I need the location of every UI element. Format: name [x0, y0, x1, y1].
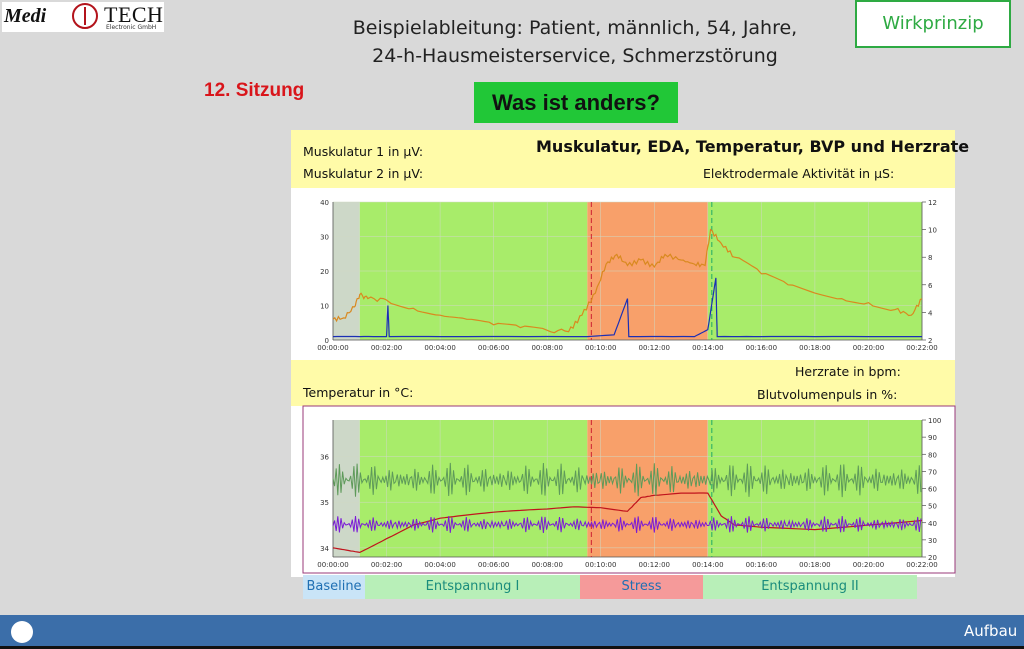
chart0-y-left-tick: 20	[320, 268, 329, 276]
chart0-x-tick: 00:00:00	[317, 344, 348, 352]
chart1-y-right-tick: 50	[928, 503, 937, 511]
chart0-x-tick: 00:02:00	[371, 344, 402, 352]
chart1-series-2	[332, 515, 922, 534]
logo-subtitle: Electronic GmbH	[106, 24, 157, 31]
chart1-x-tick: 00:16:00	[746, 561, 777, 569]
chart1-y-right-tick: 30	[928, 537, 937, 545]
chart0-y-left-tick: 0	[325, 337, 329, 345]
chart1-x-tick: 00:20:00	[853, 561, 884, 569]
chart0-y-left-tick: 40	[320, 199, 329, 207]
chart0-x-tick: 00:22:00	[906, 344, 937, 352]
chart1-x-tick: 00:04:00	[424, 561, 455, 569]
chart1-x-tick: 00:12:00	[639, 561, 670, 569]
chart0-x-tick: 00:10:00	[585, 344, 616, 352]
next-slide-link[interactable]: Aufbau	[964, 622, 1018, 640]
phase-baseline: Baseline	[303, 575, 365, 599]
presentation-nav-bar: Aufbau	[0, 615, 1024, 649]
temperatur-label: Temperatur in °C:	[303, 385, 414, 400]
chart0-x-tick: 00:20:00	[853, 344, 884, 352]
chart0-y-left-tick: 10	[320, 303, 329, 311]
phase-stress: Stress	[580, 575, 703, 599]
chart1-x-tick: 00:00:00	[317, 561, 348, 569]
muskel1-label: Muskulatur 1 in µV:	[303, 144, 424, 159]
chart0-x-tick: 00:08:00	[531, 344, 562, 352]
chart0-x-tick: 00:04:00	[424, 344, 455, 352]
chart1-x-tick: 00:06:00	[478, 561, 509, 569]
chart1-y-right-tick: 70	[928, 468, 937, 476]
chart0-series-1	[332, 277, 922, 338]
chart1-series-1	[332, 462, 922, 498]
logo-text-tech: TECH	[104, 2, 164, 27]
phase-entspannung1: Entspannung I	[365, 575, 580, 599]
chart1-y-right-tick: 40	[928, 520, 937, 528]
chart1-x-tick: 00:22:00	[906, 561, 937, 569]
logo-emblem-icon	[72, 3, 98, 29]
chart1-y-left-tick: 35	[320, 499, 329, 507]
chart0-y-right-tick: 10	[928, 227, 937, 235]
panel-mid-bg	[291, 360, 955, 406]
chart1-phase-bg	[359, 420, 588, 557]
chart1-y-right-tick: 80	[928, 451, 937, 459]
session-label: 12. Sitzung	[204, 80, 305, 101]
chart1-frame	[302, 405, 956, 574]
slide-title: Beispielableitung: Patient, männlich, 54…	[330, 14, 820, 70]
chart0-y-right-tick: 2	[928, 337, 932, 345]
panel-header-bg	[291, 130, 955, 188]
wirkprinzip-button[interactable]: Wirkprinzip	[855, 0, 1011, 48]
nav-circle-icon[interactable]	[11, 621, 33, 643]
chart1-x-tick: 00:02:00	[371, 561, 402, 569]
chart0-y-right-tick: 6	[928, 282, 933, 290]
chart0-x-tick: 00:12:00	[639, 344, 670, 352]
muskel2-label: Muskulatur 2 in µV:	[303, 166, 424, 181]
chart1-y-right-tick: 100	[928, 417, 941, 425]
chart1-x-tick: 00:10:00	[585, 561, 616, 569]
chart-heading: Muskulatur, EDA, Temperatur, BVP und Her…	[536, 137, 970, 156]
slide-title-line2: 24-h-Hausmeisterservice, Schmerzstörung	[372, 45, 778, 67]
chart0-x-tick: 00:18:00	[799, 344, 830, 352]
chart1-y-right-tick: 60	[928, 486, 937, 494]
logo-text-medi: Medi	[4, 5, 47, 27]
chart1-x-tick: 00:18:00	[799, 561, 830, 569]
bvp-label: Blutvolumenpuls in %:	[757, 387, 898, 402]
chart1-phase-bg	[587, 420, 708, 557]
chart0-series-0	[332, 228, 923, 334]
slide-title-line1: Beispielableitung: Patient, männlich, 54…	[352, 17, 798, 39]
chart0-y-left-tick: 30	[320, 234, 329, 242]
chart1-y-left-tick: 36	[320, 454, 329, 462]
herzrate-label: Herzrate in bpm:	[795, 364, 901, 379]
chart1-x-tick: 00:08:00	[531, 561, 562, 569]
chart0-x-tick: 00:16:00	[746, 344, 777, 352]
chart1-y-left-tick: 34	[320, 545, 329, 553]
meditech-logo: Medi TECH Electronic GmbH	[2, 2, 164, 32]
chart1-y-right-tick: 90	[928, 434, 937, 442]
chart0-y-right-tick: 4	[928, 309, 933, 317]
chart1-y-right-tick: 20	[928, 554, 937, 562]
bottom-divider	[0, 646, 1024, 649]
chart0-x-tick: 00:06:00	[478, 344, 509, 352]
phase-entspannung2: Entspannung II	[703, 575, 917, 599]
chart0-x-tick: 00:14:00	[692, 344, 723, 352]
question-banner: Was ist anders?	[474, 82, 678, 123]
chart1-x-tick: 00:14:00	[692, 561, 723, 569]
chart0-y-right-tick: 12	[928, 199, 937, 207]
eda-label: Elektrodermale Aktivität in µS:	[703, 166, 895, 181]
chart0-y-right-tick: 8	[928, 254, 932, 262]
